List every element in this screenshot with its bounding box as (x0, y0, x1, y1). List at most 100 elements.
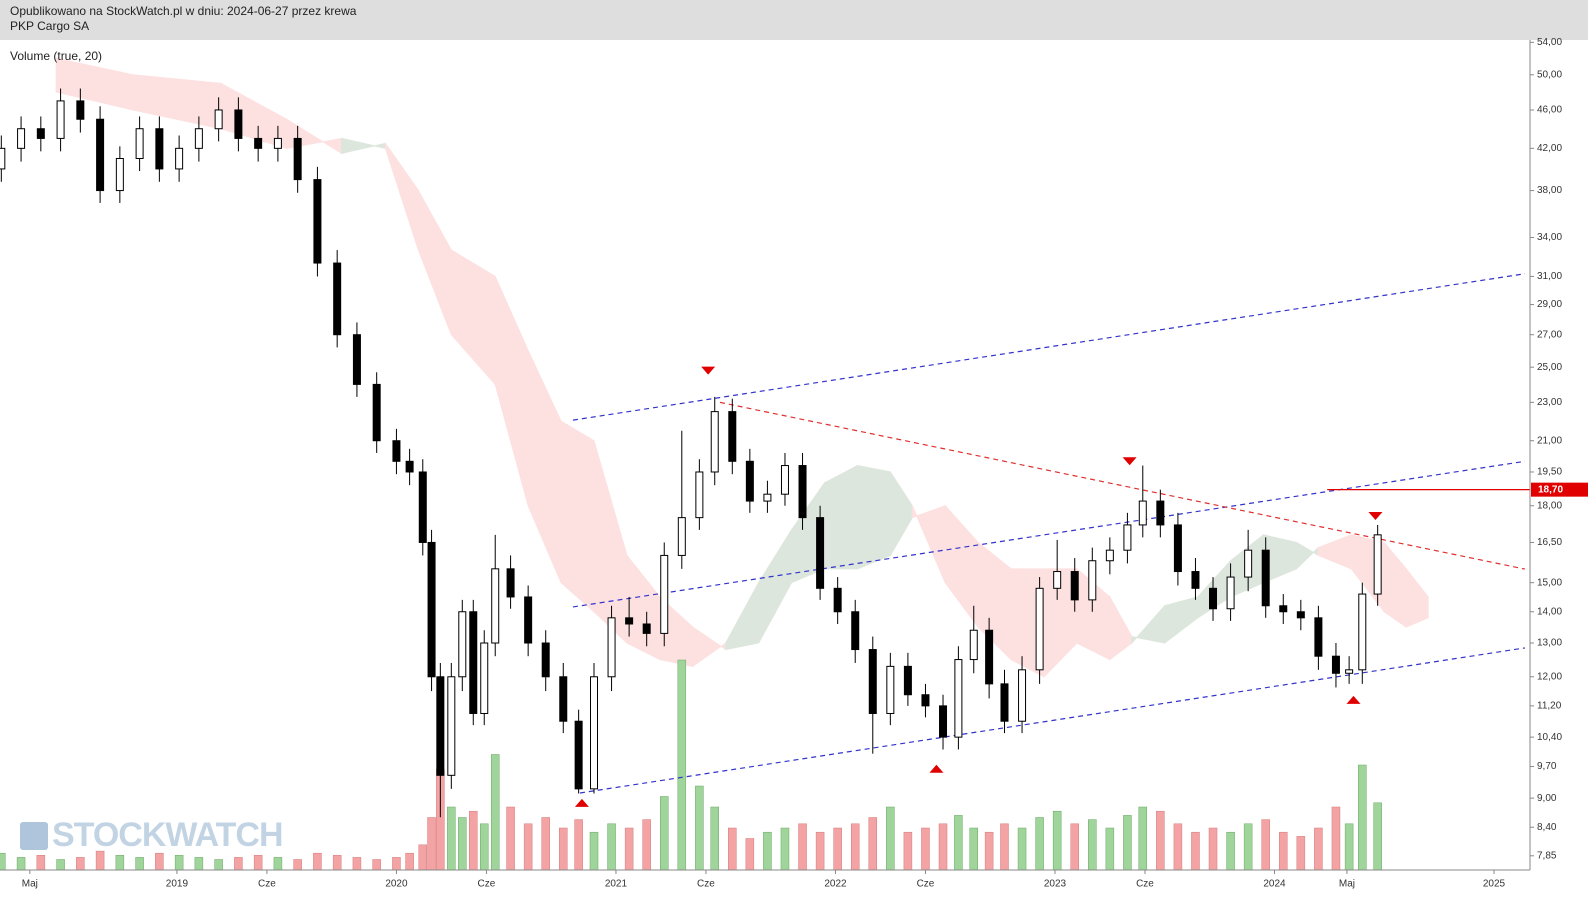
volume-bar (1088, 819, 1097, 871)
volume-bar (1070, 823, 1079, 871)
watermark-icon (20, 822, 48, 850)
volume-bar (1208, 827, 1218, 871)
candle-body (868, 649, 877, 714)
volume-bar (1331, 806, 1341, 871)
candle-body (36, 128, 45, 139)
volume-bar (763, 831, 772, 871)
volume-bar (1191, 831, 1200, 871)
y-tick-label: 11,20 (1537, 701, 1562, 712)
volume-bar (405, 852, 414, 871)
volume-bar (815, 831, 825, 871)
candle-body (491, 568, 500, 644)
trendline (572, 460, 1526, 608)
x-tick-label: Maj (22, 879, 38, 890)
candle-body (1053, 571, 1062, 589)
volume-bar (868, 817, 878, 871)
volume-bar (16, 857, 26, 871)
candle-body (1373, 534, 1382, 595)
candle-body (56, 100, 65, 139)
axis-layer: 54,00 50,00 46,00 42,00 38,00 34,00 31,00 29,00… (0, 37, 1588, 890)
x-tick-label: Cze (1136, 879, 1154, 890)
y-tick-label: 19,50 (1537, 467, 1562, 478)
candle-body (76, 100, 85, 120)
volume-bar (1017, 827, 1027, 871)
y-tick-label: 27,00 (1537, 329, 1562, 340)
volume-bar (392, 857, 401, 871)
candle-body (1358, 593, 1367, 671)
cloud-segment (944, 504, 979, 629)
cloud-segment (1164, 596, 1199, 645)
y-tick-label: 46,00 (1537, 105, 1562, 116)
y-tick-label: 15,00 (1537, 577, 1562, 588)
volume-bar (1314, 827, 1323, 871)
volume-bar (659, 796, 669, 871)
volume-bar (642, 819, 651, 871)
candle-body (392, 440, 401, 462)
candle-body (1156, 500, 1165, 526)
candle-body (1035, 587, 1044, 671)
volume-bar (969, 827, 979, 871)
volume-bar (574, 819, 583, 871)
signal-marker (1122, 457, 1137, 466)
volume-bar (523, 823, 533, 871)
volume-bar (469, 810, 478, 871)
trendline (579, 647, 1526, 794)
candle-body (0, 147, 6, 170)
candle-body (1296, 611, 1305, 619)
cloud-segment (725, 582, 760, 651)
y-tick-label: 9,00 (1537, 793, 1557, 804)
candle-body (695, 471, 704, 519)
x-tick-label: 2025 (1483, 879, 1506, 890)
trendline (719, 401, 1526, 570)
y-tick-label: 38,00 (1537, 185, 1562, 196)
volume-bar (273, 857, 283, 871)
cloud-segment (1295, 541, 1319, 571)
y-tick-label: 25,00 (1537, 362, 1562, 373)
volume-bar (458, 817, 467, 871)
candle-body (574, 720, 583, 790)
candle-body (642, 623, 651, 634)
volume-bar (447, 806, 456, 871)
candle-body (1123, 524, 1132, 551)
candle-body (559, 676, 568, 722)
volume-bar (234, 857, 243, 871)
candle-body (590, 676, 598, 790)
y-tick-label: 18,00 (1537, 500, 1562, 511)
cloud-segment (341, 137, 386, 155)
candle-body (96, 118, 105, 192)
candle-body (1088, 560, 1097, 601)
candle-body (1244, 549, 1253, 578)
cloud-segment (1383, 541, 1407, 629)
candle-body (135, 128, 144, 160)
candle-body (1070, 571, 1079, 601)
y-tick-label: 13,00 (1537, 638, 1562, 649)
volume-layer (0, 659, 1382, 871)
watermark: STOCKWATCH (52, 816, 283, 854)
volume-bar (1035, 817, 1044, 871)
level-box (1531, 482, 1588, 497)
y-tick-label: 12,00 (1537, 671, 1562, 682)
y-tick-label: 31,00 (1537, 271, 1562, 282)
volume-bar (332, 855, 342, 871)
candle-body (1261, 549, 1270, 607)
candle-body (1018, 669, 1027, 722)
volume-bar (56, 859, 65, 871)
volume-bar (1296, 836, 1306, 871)
volume-bar (293, 859, 302, 871)
cloud-segment (55, 57, 134, 111)
volume-bar (1358, 764, 1367, 871)
candle-body (175, 147, 184, 170)
y-tick-label: 54,00 (1537, 37, 1562, 48)
y-tick-label: 8,40 (1537, 822, 1557, 833)
candle-body (405, 460, 414, 473)
volume-bar (954, 815, 963, 871)
volume-bar (194, 857, 204, 871)
volume-bar (677, 659, 687, 871)
volume-bar (479, 823, 489, 871)
volume-bar (427, 817, 436, 871)
candle-body (798, 465, 807, 519)
volume-bar (313, 852, 322, 871)
candle-body (1226, 576, 1235, 610)
header-line: PKP Cargo SA (10, 19, 89, 33)
x-tick-label: 2024 (1263, 879, 1286, 890)
